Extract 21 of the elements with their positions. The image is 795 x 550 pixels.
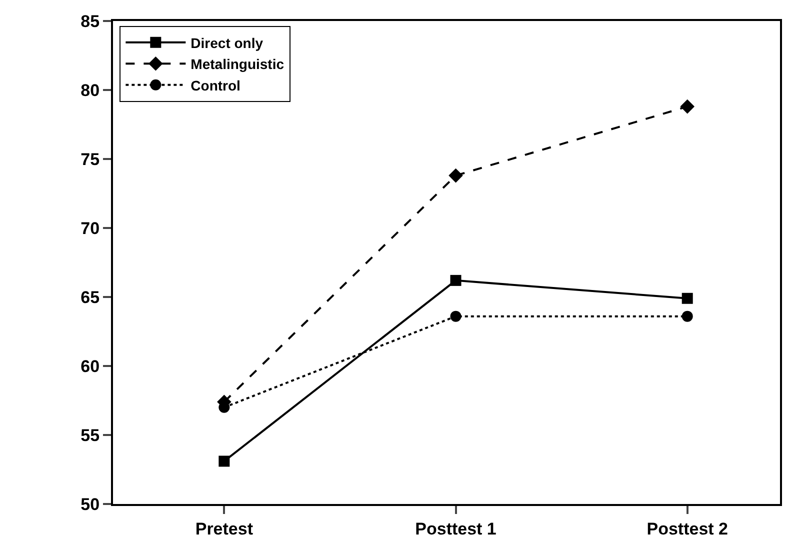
legend-label: Direct only [190,34,264,51]
legend-label: Metalinguistic [190,56,284,72]
point [448,168,463,183]
point [450,274,462,286]
point [682,292,693,304]
y-tick-label: 50 [80,494,100,514]
y-tick-label: 60 [80,356,100,376]
legend-label: Control [190,77,240,94]
y-tick-label: 85 [80,12,100,31]
point [680,99,695,114]
y-tick-label: 70 [80,218,100,238]
y-tick-label: 75 [80,150,100,169]
point [218,456,230,467]
x-tick-label: Posttest 1 [415,519,496,538]
point [682,310,693,322]
x-tick-label: Pretest [195,519,254,538]
x-tick-label: Posttest 2 [646,519,728,538]
y-tick-label: 65 [80,288,100,307]
y-tick-label: 55 [80,426,100,445]
y-tick-label: 80 [80,80,100,100]
point [450,310,462,322]
